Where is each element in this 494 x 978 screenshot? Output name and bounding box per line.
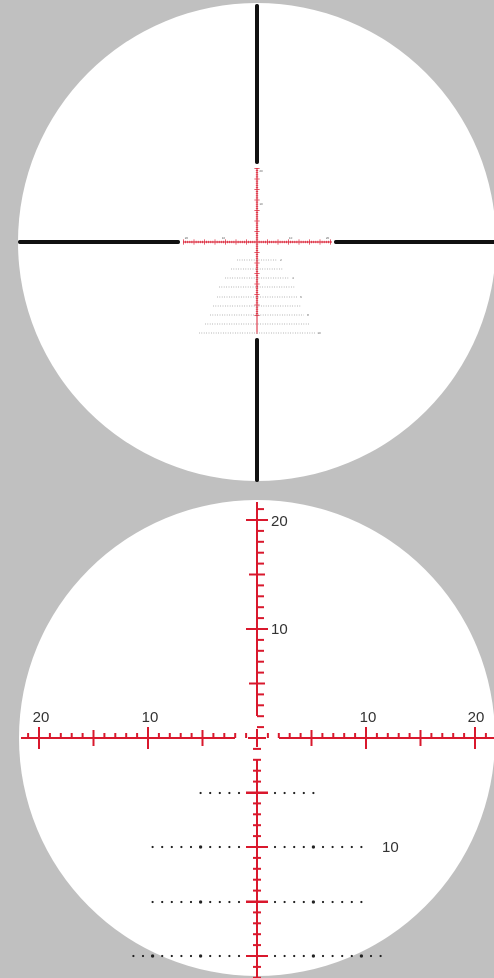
- holdover-dot-r4-l10: [151, 954, 155, 958]
- overview-label-h-l20: 20: [185, 236, 189, 240]
- holdover-dot-r4-l1: [237, 954, 241, 958]
- holdover-dot-r3-r7: [331, 900, 334, 904]
- overview-label-holdover-6: 6: [300, 295, 302, 299]
- holdover-dot-r2-l7: [180, 845, 183, 849]
- holdover-dot-r2-r8: [341, 845, 344, 849]
- overview-label-h-r20: 20: [326, 236, 330, 240]
- holdover-dot-r3-l5: [199, 900, 203, 904]
- holdover-dot-r2-r5: [311, 845, 315, 849]
- fine-reticle-overview: 20 10 10 20 20 10 2 4 6 8 10: [183, 168, 332, 335]
- overview-label-holdover-4: 4: [292, 276, 294, 280]
- holdover-dot-r4-l4: [209, 954, 212, 958]
- holdover-dot-r1-l1: [237, 791, 241, 795]
- holdover-dot-r2-l2: [228, 845, 231, 849]
- holdover-dot-r4-r10: [359, 954, 363, 958]
- holdover-dot-r3-l10: [151, 900, 154, 904]
- holdover-dot-r2-r3: [293, 845, 296, 849]
- holdover-dot-r2-r1: [273, 845, 277, 849]
- reticle-detail: 20 10 20 10 10 20 10: [19, 500, 494, 978]
- holdover-dot-r2-l6: [189, 845, 193, 849]
- holdover-dot-r2-l10: [151, 845, 154, 849]
- holdover-dot-r4-l11: [141, 954, 145, 958]
- holdover-dot-r4-r7: [331, 954, 334, 958]
- holdover-dot-r1-r3: [293, 791, 296, 795]
- holdover-dot-r2-r6: [321, 845, 325, 849]
- overview-label-holdover-8: 8: [307, 313, 309, 317]
- horizontal-label-right-10: 10: [360, 709, 377, 726]
- holdover-dot-r4-r4: [302, 954, 305, 958]
- holdover-dot-r4-r5: [311, 954, 315, 958]
- reticle-overview: 20 10 10 20 20 10 2 4 6 8 10: [18, 3, 494, 482]
- holdover-dot-r4-r2: [283, 954, 286, 958]
- horizontal-label-left-20: 20: [33, 709, 50, 726]
- holdover-dot-r4-l8: [170, 954, 173, 958]
- holdover-dot-r4-r12: [379, 954, 382, 958]
- holdover-dot-r2-r9: [350, 845, 353, 849]
- holdover-dot-r2-l3: [218, 845, 221, 849]
- holdover-dot-r3-r3: [293, 900, 296, 904]
- holdover-dot-r3-r5: [311, 900, 315, 904]
- holdover-dot-r4-l12: [132, 954, 135, 958]
- holdover-dot-r3-l7: [180, 900, 183, 904]
- holdover-dot-r1-r1: [273, 791, 277, 795]
- holdover-dot-r3-r2: [283, 900, 286, 904]
- holdover-dot-r3-l8: [170, 900, 173, 904]
- holdover-dot-r1-l3: [218, 791, 221, 795]
- horizontal-label-right-20: 20: [468, 709, 485, 726]
- holdover-dot-r3-r6: [321, 900, 325, 904]
- overview-label-holdover-10: 10: [317, 331, 321, 335]
- holdover-dot-r2-r10: [360, 845, 363, 849]
- holdover-dot-r2-r7: [331, 845, 334, 849]
- holdover-dot-r1-l4: [209, 791, 212, 795]
- vertical-label-10: 10: [271, 621, 288, 638]
- holdover-dot-r4-l3: [218, 954, 221, 958]
- holdover-dot-r2-r4: [302, 845, 305, 849]
- overview-label-h-l10: 10: [222, 236, 226, 240]
- holdover-dot-r4-r11: [369, 954, 373, 958]
- overview-label-holdover-2: 2: [280, 258, 282, 262]
- holdover-dot-r4-l5: [199, 954, 203, 958]
- holdover-dot-r1-r2: [283, 791, 286, 795]
- thick-posts-overview: [18, 4, 494, 482]
- holdover-dot-r4-r3: [293, 954, 296, 958]
- holdover-dot-r3-l4: [209, 900, 212, 904]
- holdover-dot-r4-r9: [350, 954, 353, 958]
- holdover-dot-r3-l1: [237, 900, 241, 904]
- holdover-dot-r2-l8: [170, 845, 173, 849]
- holdover-dot-r3-l3: [218, 900, 221, 904]
- holdover-dot-r4-r1: [273, 954, 277, 958]
- holdover-dot-r4-l6: [189, 954, 193, 958]
- holdover-dot-r3-l2: [228, 900, 231, 904]
- holdover-dot-r3-r10: [360, 900, 363, 904]
- overview-label-v10: 10: [259, 202, 263, 206]
- holdover-dot-r3-r4: [302, 900, 305, 904]
- holdover-dot-r2-l4: [209, 845, 212, 849]
- holdover-dot-r3-l9: [161, 900, 164, 904]
- holdover-dot-r1-r5: [312, 791, 315, 795]
- holdover-dots: [132, 791, 382, 958]
- overview-label-v20: 20: [259, 169, 263, 173]
- reticle-labels: 20 10 20 10 10 20 10: [33, 513, 485, 856]
- holdover-dot-r1-l2: [228, 791, 231, 795]
- holdover-dot-r3-r8: [341, 900, 344, 904]
- holdover-dot-r3-l6: [189, 900, 193, 904]
- holdover-dot-r1-r4: [302, 791, 305, 795]
- holdover-dot-r2-l1: [237, 845, 241, 849]
- holdover-label-10: 10: [382, 839, 399, 856]
- holdover-dot-r2-r2: [283, 845, 286, 849]
- holdover-dot-r1-l5: [199, 791, 202, 795]
- holdover-dot-r4-l7: [180, 954, 183, 958]
- holdover-dot-r2-l5: [199, 845, 203, 849]
- horizontal-label-left-10: 10: [142, 709, 159, 726]
- holdover-dot-r4-l2: [228, 954, 231, 958]
- overview-label-h-r10: 10: [289, 236, 293, 240]
- vertical-label-20: 20: [271, 513, 288, 530]
- holdover-dot-r4-r8: [341, 954, 344, 958]
- holdover-dot-r2-l9: [161, 845, 164, 849]
- holdover-dot-r3-r9: [350, 900, 353, 904]
- holdover-dot-r4-r6: [321, 954, 325, 958]
- holdover-dot-r4-l9: [161, 954, 164, 958]
- holdover-dot-r3-r1: [273, 900, 277, 904]
